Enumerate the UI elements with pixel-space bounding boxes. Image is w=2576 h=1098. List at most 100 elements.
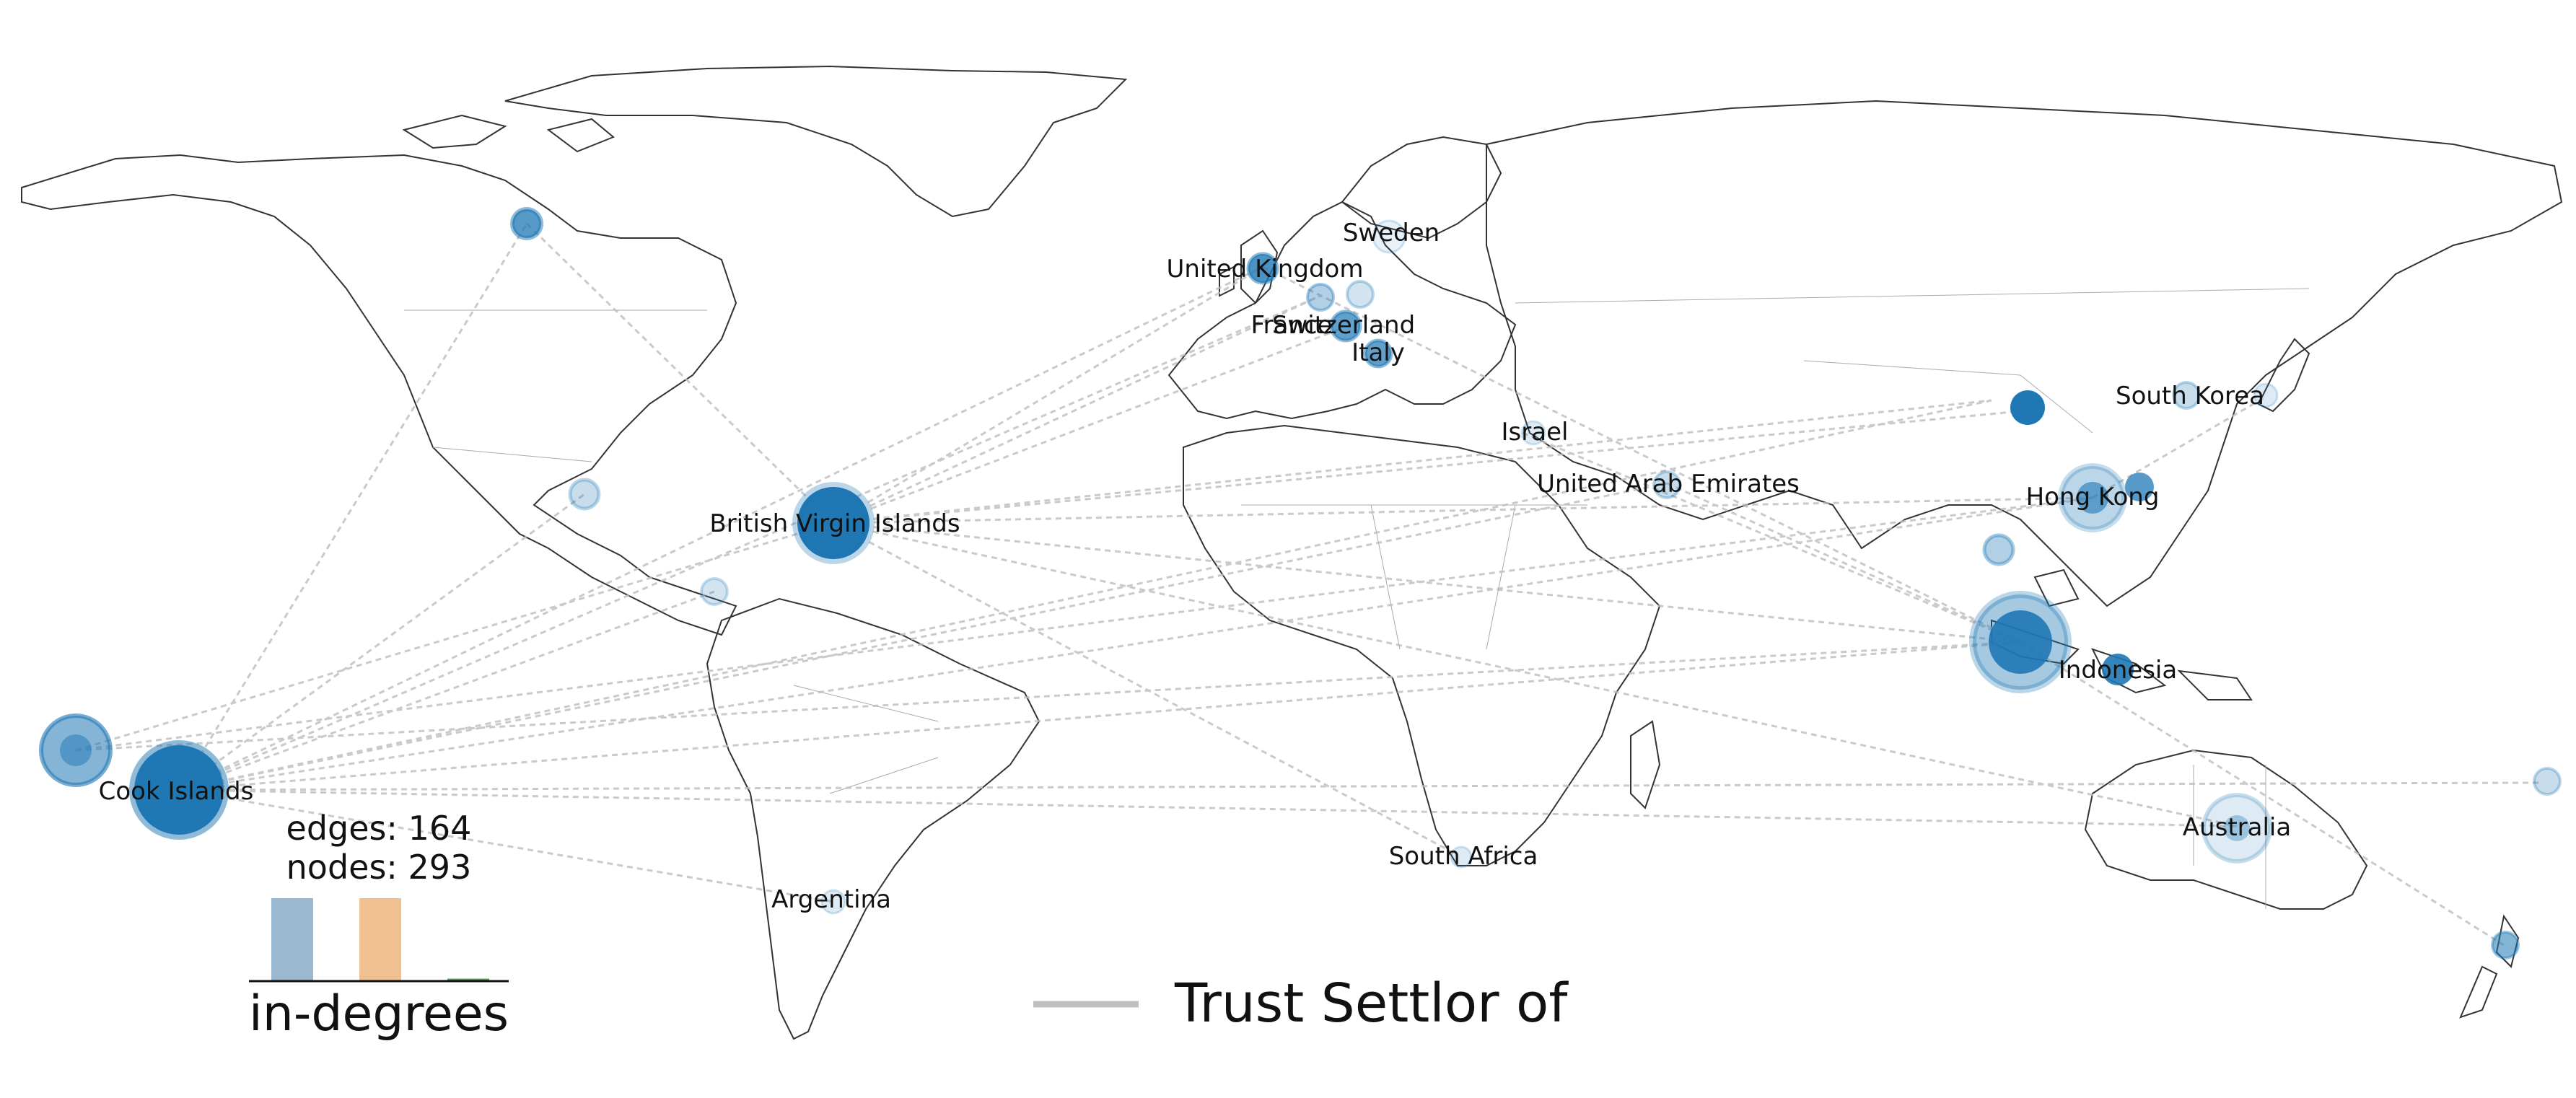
edge: [178, 294, 1321, 791]
node: [1246, 252, 1279, 285]
scandinavia-coast: [1341, 136, 1502, 240]
africa-coast: [1183, 424, 1661, 866]
node: [1372, 219, 1406, 254]
node: [2172, 381, 2201, 410]
label-cook-islands: Cook Islands: [99, 777, 254, 806]
australia-coast: [2084, 749, 2368, 910]
border-australia: [2193, 765, 2266, 909]
border-russia: [1515, 288, 2310, 304]
edge: [1522, 431, 2021, 644]
edge-legend: Trust Settlor of: [1033, 972, 1569, 1035]
north-america-coast: [21, 154, 737, 636]
edge: [833, 410, 2021, 524]
node: [2533, 767, 2562, 796]
edge: [833, 496, 2093, 524]
indonesia-coast: [1991, 568, 2253, 700]
edge: [833, 522, 2238, 827]
border-usa-mexico: [432, 447, 592, 462]
node: [700, 577, 729, 606]
node: [1989, 610, 2052, 674]
label-hong-kong: Hong Kong: [2026, 483, 2160, 511]
edge: [178, 789, 2238, 827]
edge: [178, 781, 2541, 791]
border-central-africa: [1370, 504, 1516, 650]
label-south-africa: South Africa: [1389, 842, 1538, 871]
edge: [75, 522, 834, 752]
label-switzerland: Switzerland: [1272, 311, 1415, 340]
edges-count: edges: 164: [286, 809, 472, 848]
node: [820, 889, 846, 915]
node: [2102, 654, 2134, 685]
edge: [75, 641, 2021, 752]
label-argentina: Argentina: [771, 885, 891, 914]
japan-coast: [2257, 338, 2310, 413]
edge: [178, 482, 1668, 791]
label-australia: Australia: [2183, 813, 2291, 842]
label-united-kingdom: United Kingdom: [1167, 255, 1364, 284]
node: [792, 482, 875, 564]
greenland-coast: [504, 65, 1128, 218]
node: [1346, 280, 1375, 309]
node: [2224, 815, 2250, 841]
edge: [1666, 482, 2021, 644]
node: [2491, 931, 2520, 959]
asia-coast: [1486, 100, 2563, 607]
arctic-islands-coast: [402, 114, 615, 153]
node: [568, 478, 601, 511]
edge: [2092, 395, 2266, 499]
histogram-label: in-degrees: [249, 985, 509, 1042]
edge: [178, 789, 834, 903]
edge: [2020, 641, 2505, 947]
edge: [178, 493, 585, 791]
country-labels: Sweden United Kingdom France Switzerland…: [99, 219, 2292, 914]
label-italy: Italy: [1351, 338, 1405, 367]
edge: [178, 590, 715, 791]
network-edges: [75, 222, 2541, 947]
node: [1363, 338, 1393, 369]
edge: [833, 294, 1321, 524]
node: [1520, 420, 1546, 446]
edge: [833, 399, 1992, 524]
node: [1329, 309, 1362, 343]
label-south-korea: South Korea: [2116, 382, 2264, 410]
node: [2253, 382, 2279, 408]
node: [510, 207, 543, 240]
in-degree-histogram: in-degrees: [249, 898, 509, 1042]
node: [2077, 482, 2108, 514]
edge: [75, 496, 2093, 752]
label-uae: United Arab Emirates: [1537, 470, 1800, 499]
node: [1450, 846, 1473, 869]
node: [2010, 390, 2045, 425]
world-coastlines: [21, 65, 2563, 1040]
label-israel: Israel: [1502, 418, 1569, 447]
border-china: [1803, 360, 2093, 434]
edge: [178, 399, 1992, 791]
node: [1306, 283, 1335, 312]
histogram-bar-green: [447, 978, 489, 981]
edge: [833, 327, 1343, 524]
south-america-coast: [706, 597, 1041, 1040]
edge: [525, 222, 835, 524]
country-borders: [404, 288, 2310, 909]
histogram-bar-orange: [359, 898, 401, 981]
node: [1982, 533, 2015, 566]
label-sweden: Sweden: [1343, 219, 1440, 247]
network-nodes: [39, 207, 2562, 959]
edge: [833, 265, 1263, 524]
label-indonesia: Indonesia: [2059, 656, 2177, 685]
legend-label: Trust Settlor of: [1174, 972, 1569, 1035]
node: [129, 740, 229, 840]
edge: [833, 522, 1458, 856]
nodes-count: nodes: 293: [286, 848, 472, 887]
node: [1652, 470, 1681, 499]
histogram-bar-blue: [271, 898, 313, 981]
edge: [178, 265, 1263, 791]
node: [2202, 793, 2272, 864]
edge: [178, 496, 2093, 791]
network-stats: edges: 164 nodes: 293: [286, 809, 472, 887]
edge: [178, 641, 2021, 791]
edge: [833, 522, 2021, 644]
madagascar-coast: [1630, 720, 1661, 809]
node: [60, 734, 92, 766]
